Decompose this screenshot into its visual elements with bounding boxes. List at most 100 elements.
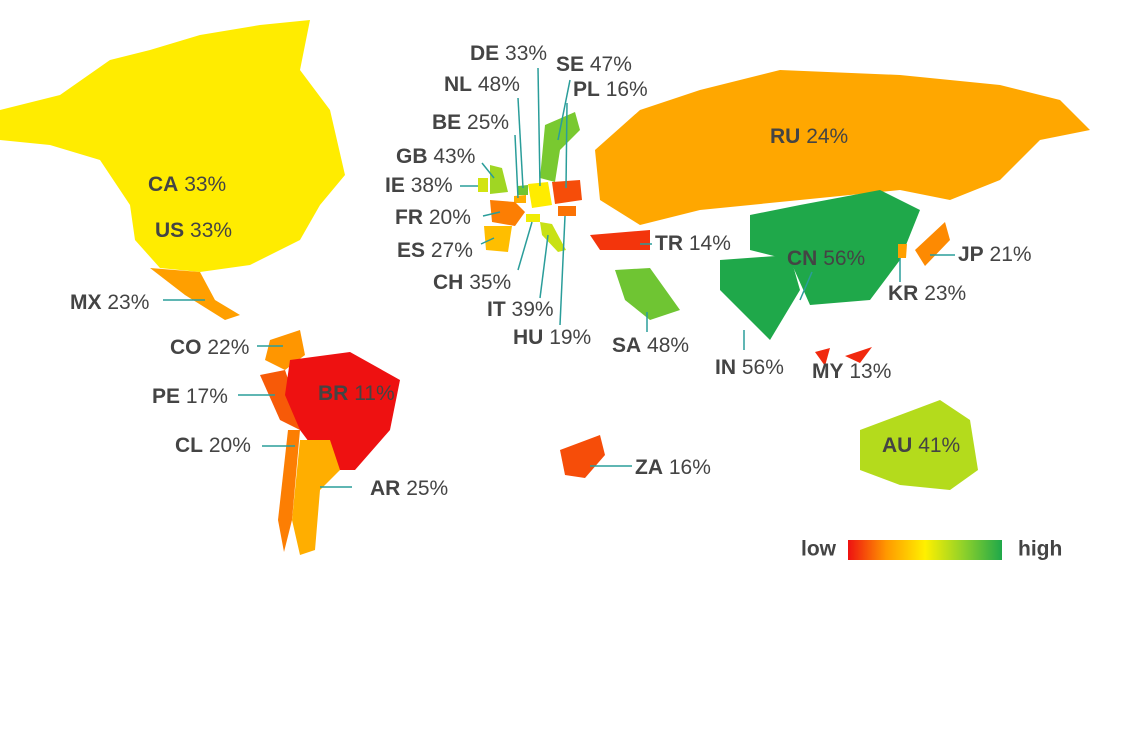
country-value: 17% [186,385,228,408]
country [518,185,528,195]
country [590,230,650,250]
country-label: ZA 16% [635,456,711,479]
country [615,268,680,320]
country [0,20,345,205]
country-value: 14% [689,232,731,255]
country-value: 41% [918,434,960,457]
country [526,214,540,222]
country-code: SA [612,334,641,357]
country-value: 43% [433,145,475,168]
country-label: CL 20% [175,434,251,457]
country-label: PE 17% [152,385,228,408]
country-value: 11% [354,382,394,405]
leader-line [481,162,495,179]
country-code: GB [396,145,428,168]
country-label: US 33% [155,219,232,242]
country-label: ES 27% [397,239,473,262]
country-label: AR 25% [370,477,448,500]
country-label: NL 48% [444,73,520,96]
leader-line [557,79,571,141]
country-value: 13% [849,360,891,383]
country-value: 25% [406,477,448,500]
country-label: IT 39% [487,298,554,321]
country-code: MX [70,291,102,314]
country-label: DE 33% [470,42,547,65]
country-value: 33% [184,173,226,196]
country-label: JP 21% [958,243,1032,266]
country-code: CN [787,247,817,270]
country-label: AU 41% [882,434,960,457]
country-code: IN [715,356,736,379]
leader-line [517,221,533,271]
country-code: CL [175,434,203,457]
country-label: KR 23% [888,282,966,305]
country-label: BE 25% [432,111,509,134]
country-value: 27% [431,239,473,262]
country-value: 39% [512,298,554,321]
country-value: 56% [823,247,865,270]
country-code: SE [556,53,584,76]
country-code: NL [444,73,472,96]
country-value: 21% [990,243,1032,266]
country-code: CO [170,336,202,359]
country-label: RU 24% [770,125,848,148]
country-code: CA [148,173,178,196]
country-label: CA 33% [148,173,226,196]
country [478,178,488,192]
leader-line [559,215,566,326]
country [278,430,300,552]
country-value: 48% [478,73,520,96]
country-label: HU 19% [513,326,591,349]
leader-line [482,211,501,217]
legend-gradient [848,540,1002,560]
country-label: SA 48% [612,334,689,357]
country [560,435,605,478]
country-label: IE 38% [385,174,453,197]
country-code: MY [812,360,844,383]
country [540,112,580,182]
leader-line [799,271,813,301]
country-value: 16% [669,456,711,479]
country-value: 33% [505,42,547,65]
country-code: BR [318,382,348,405]
country-code: ZA [635,456,663,479]
country-code: RU [770,125,800,148]
country-label: CN 56% [787,247,865,270]
country [130,205,320,272]
country-value: 23% [107,291,149,314]
country-label: CO 22% [170,336,249,359]
country-value: 35% [469,271,511,294]
country [552,180,582,204]
country-value: 47% [590,53,632,76]
country [860,400,978,490]
country-value: 20% [429,206,471,229]
leader-line [539,234,549,299]
country [150,268,240,320]
country-value: 20% [209,434,251,457]
country [595,70,1090,225]
country [915,222,950,266]
country-code: BE [432,111,461,134]
country-label: IN 56% [715,356,784,379]
country-code: US [155,219,184,242]
country [720,255,800,340]
country-code: AU [882,434,912,457]
country-code: AR [370,477,400,500]
country-value: 19% [549,326,591,349]
legend-low: low [801,538,837,561]
country-code: HU [513,326,543,349]
country-label: GB 43% [396,145,475,168]
country-label: CH 35% [433,271,511,294]
country [815,347,872,366]
legend-high: high [1018,538,1062,561]
country-value: 38% [411,174,453,197]
country-code: FR [395,206,423,229]
country-code: TR [655,232,683,255]
country-value: 33% [190,219,232,242]
leader-line [537,67,541,187]
country-label: MX 23% [70,291,149,314]
country [490,165,508,194]
country-value: 56% [742,356,784,379]
country-code: JP [958,243,984,266]
